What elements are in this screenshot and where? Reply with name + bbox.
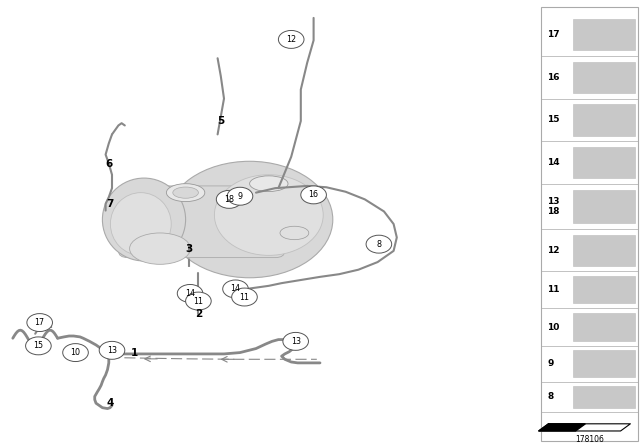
Text: 13: 13 [291,337,301,346]
Circle shape [301,186,326,204]
Circle shape [223,280,248,298]
Text: 8: 8 [376,240,381,249]
Circle shape [216,190,242,208]
Circle shape [186,292,211,310]
Text: 15: 15 [547,115,560,125]
Text: 11: 11 [547,285,560,294]
Text: 14: 14 [547,158,560,167]
Circle shape [227,187,253,205]
Text: 18: 18 [224,195,234,204]
FancyBboxPatch shape [573,235,635,266]
Ellipse shape [166,184,205,202]
Ellipse shape [214,175,323,255]
FancyBboxPatch shape [573,313,635,341]
Polygon shape [539,424,630,431]
Text: 16: 16 [308,190,319,199]
Text: 178106: 178106 [575,435,604,444]
Text: 1: 1 [131,348,138,358]
FancyBboxPatch shape [573,350,635,377]
FancyBboxPatch shape [118,186,285,258]
Ellipse shape [129,233,191,264]
Circle shape [232,288,257,306]
FancyBboxPatch shape [573,146,635,178]
Text: 6: 6 [105,159,113,168]
Circle shape [63,344,88,362]
Ellipse shape [102,178,186,261]
Circle shape [278,30,304,48]
Text: 2: 2 [195,310,202,319]
Polygon shape [539,424,586,431]
Text: 8: 8 [547,392,554,401]
Text: 13
18: 13 18 [547,197,560,216]
Ellipse shape [280,226,309,240]
Ellipse shape [111,193,172,255]
FancyBboxPatch shape [573,276,635,303]
Text: 4: 4 [106,398,114,408]
FancyBboxPatch shape [573,104,635,136]
Circle shape [366,235,392,253]
Text: 7: 7 [106,199,114,209]
Text: 9: 9 [547,359,554,368]
Text: 11: 11 [193,297,204,306]
FancyBboxPatch shape [573,61,635,93]
Text: 17: 17 [547,30,560,39]
Ellipse shape [166,161,333,278]
FancyBboxPatch shape [541,7,638,441]
Text: 10: 10 [70,348,81,357]
Text: 13: 13 [107,346,117,355]
Circle shape [26,337,51,355]
Circle shape [27,314,52,332]
Text: 12: 12 [286,35,296,44]
FancyBboxPatch shape [573,386,635,408]
Circle shape [177,284,203,302]
Circle shape [283,332,308,350]
Text: 9: 9 [237,192,243,201]
Text: 14: 14 [230,284,241,293]
Circle shape [99,341,125,359]
Ellipse shape [173,187,198,198]
Text: 15: 15 [33,341,44,350]
Ellipse shape [250,176,288,192]
Text: 16: 16 [547,73,560,82]
Text: 3: 3 [185,244,193,254]
Text: 17: 17 [35,318,45,327]
FancyBboxPatch shape [573,190,635,224]
Text: 12: 12 [547,246,560,255]
Text: 5: 5 [217,116,225,126]
Text: 11: 11 [239,293,250,302]
FancyBboxPatch shape [573,19,635,51]
Text: 14: 14 [185,289,195,298]
Text: 10: 10 [547,323,559,332]
